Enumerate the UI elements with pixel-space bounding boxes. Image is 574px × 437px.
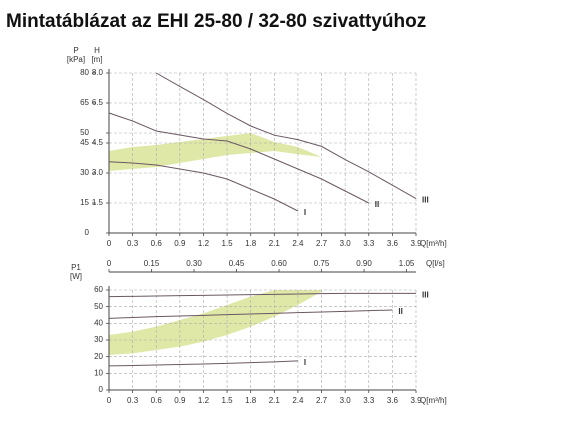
y-axis-unit: [W]: [70, 272, 82, 281]
y-tick-label: 0: [99, 385, 104, 394]
x-tick-label: 0.6: [151, 239, 163, 248]
series-label: I: [304, 358, 306, 367]
series-line: [108, 112, 369, 204]
y-tick-label: 45: [80, 138, 89, 147]
x-tick-label: 3.3: [363, 239, 375, 248]
series-line: [108, 292, 416, 298]
x-tick-label: 2.7: [316, 239, 328, 248]
x-tick-label: 1.2: [198, 396, 210, 405]
x-tick-label: 3.6: [387, 396, 399, 405]
y2-axis-unit: [m]: [91, 55, 102, 64]
y-tick-label: 0: [85, 228, 90, 237]
series-label: II: [398, 307, 402, 316]
x-tick-label: 1.2: [198, 239, 210, 248]
x-tick-label: 2.7: [316, 396, 328, 405]
x-tick-label: 0.9: [174, 239, 186, 248]
x2-tick-label: 0.30: [186, 259, 202, 268]
x-axis-label: Q[m³/h]: [420, 396, 447, 405]
x-tick-label: 1.5: [222, 396, 234, 405]
series-line: [108, 161, 299, 212]
x-tick-label: 1.5: [222, 239, 234, 248]
x2-tick-label: 0.45: [229, 259, 245, 268]
y2-tick-label: 1.5: [92, 198, 104, 207]
x-tick-label: 0: [107, 239, 112, 248]
x-tick-label: 1.8: [245, 239, 257, 248]
x-axis-label: Q[m³/h]: [420, 239, 447, 248]
x-tick-label: 1.8: [245, 396, 257, 405]
series-label: I: [304, 208, 306, 217]
x2-tick-label: 0.60: [271, 259, 287, 268]
y-tick-label: 30: [94, 335, 103, 344]
y2-tick-label: 3.0: [92, 168, 104, 177]
x2-tick-label: 0.90: [356, 259, 372, 268]
x2-tick-label: 0.15: [144, 259, 160, 268]
x-tick-label: 3.0: [340, 396, 352, 405]
x2-tick-label: 0.75: [314, 259, 330, 268]
series-line: [108, 360, 298, 367]
x2-tick-label: 0: [107, 259, 112, 268]
y2-tick-label: 6.5: [92, 98, 104, 107]
y-tick-label: 15: [80, 198, 89, 207]
x-tick-label: 2.4: [292, 396, 304, 405]
y2-tick-label: 8.0: [92, 68, 104, 77]
y-tick-label: 65: [80, 98, 89, 107]
series-label: III: [422, 196, 429, 205]
x-tick-label: 0: [107, 396, 112, 405]
series-label: III: [422, 290, 429, 299]
y-tick-label: 40: [94, 318, 103, 327]
x-tick-label: 3.3: [363, 396, 375, 405]
y2-axis-label: H: [94, 46, 100, 55]
y-tick-label: 80: [80, 68, 89, 77]
y-tick-label: 50: [94, 302, 103, 311]
y-tick-label: 20: [94, 352, 103, 361]
x2-tick-label: 1.05: [399, 259, 415, 268]
x-tick-label: 3.9: [410, 396, 422, 405]
x-tick-label: 3.6: [387, 239, 399, 248]
y-tick-label: 60: [94, 285, 103, 294]
chart-title: Mintatáblázat az EHI 25-80 / 32-80 sziva…: [6, 11, 426, 32]
y-axis-unit: [kPa]: [67, 55, 85, 64]
operating-band: [109, 133, 322, 171]
series-label: II: [375, 200, 379, 209]
y2-tick-label: 4.5: [92, 138, 104, 147]
y-axis-label: P: [73, 46, 78, 55]
y-tick-label: 30: [80, 168, 89, 177]
x-tick-label: 3.0: [340, 239, 352, 248]
x-tick-label: 0.9: [174, 396, 186, 405]
y-tick-label: 10: [94, 368, 103, 377]
y-axis-label: P1: [71, 263, 81, 272]
x2-axis-label: Q[l/s]: [426, 259, 445, 268]
operating-band: [109, 290, 322, 355]
series-line: [155, 72, 417, 200]
x-tick-label: 0.6: [151, 396, 163, 405]
x-tick-label: 0.3: [127, 396, 139, 405]
x-tick-label: 2.1: [269, 239, 281, 248]
series-line: [108, 309, 393, 319]
x-tick-label: 3.9: [410, 239, 422, 248]
x-tick-label: 0.3: [127, 239, 139, 248]
x-tick-label: 2.4: [292, 239, 304, 248]
y-tick-label: 50: [80, 128, 89, 137]
x-tick-label: 2.1: [269, 396, 281, 405]
